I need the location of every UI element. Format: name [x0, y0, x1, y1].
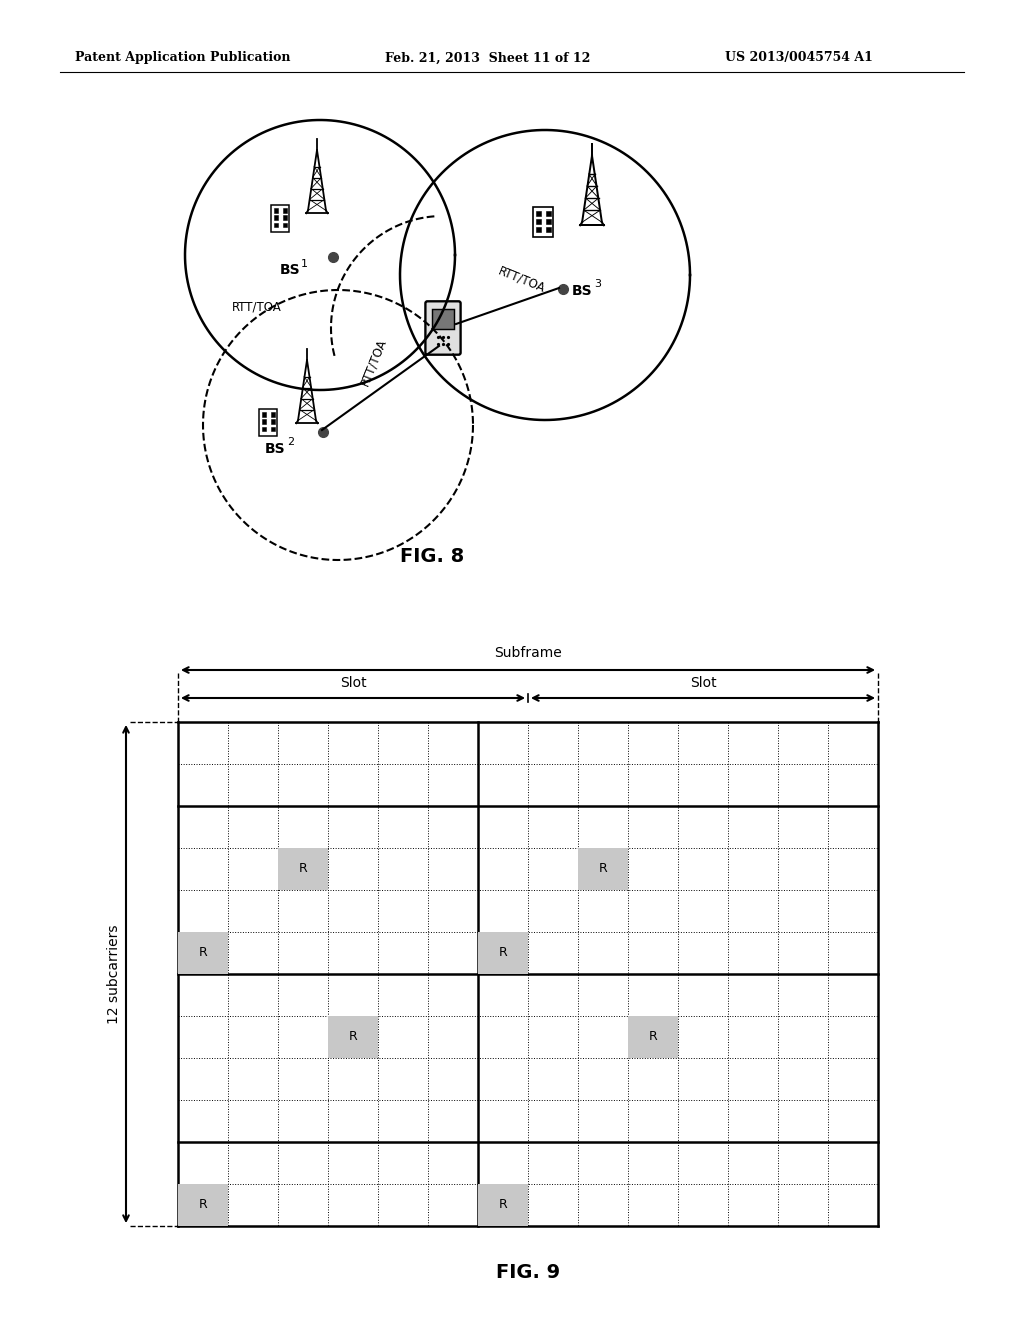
Text: 12 subcarriers: 12 subcarriers — [106, 924, 121, 1024]
Text: BS: BS — [572, 284, 593, 298]
Bar — [283, 215, 287, 220]
Text: Patent Application Publication: Patent Application Publication — [75, 51, 291, 65]
Text: RTT/TOA: RTT/TOA — [496, 264, 547, 294]
Text: R: R — [199, 946, 208, 960]
Bar — [478, 932, 528, 974]
Bar — [278, 847, 328, 890]
Bar — [262, 420, 266, 424]
Bar — [578, 847, 628, 890]
Bar — [546, 211, 551, 216]
Text: R: R — [499, 946, 507, 960]
Text: RTT/TOA: RTT/TOA — [232, 300, 282, 313]
Text: 3: 3 — [594, 279, 601, 289]
Bar — [262, 412, 266, 417]
Bar — [259, 408, 278, 436]
Bar — [270, 426, 275, 432]
Bar — [273, 215, 279, 220]
Text: R: R — [648, 1031, 657, 1044]
Text: 1: 1 — [301, 259, 308, 269]
Text: Subframe: Subframe — [495, 645, 562, 660]
Bar — [536, 227, 541, 232]
Bar — [546, 219, 551, 224]
Bar — [546, 227, 551, 232]
Bar — [328, 1016, 378, 1059]
Text: Slot: Slot — [340, 676, 367, 690]
Bar — [178, 1184, 228, 1226]
Text: FIG. 8: FIG. 8 — [400, 546, 464, 566]
Bar — [536, 211, 541, 216]
Bar — [534, 207, 553, 238]
Bar — [270, 420, 275, 424]
Text: R: R — [299, 862, 307, 875]
FancyBboxPatch shape — [425, 301, 461, 355]
Text: RTT/TOA: RTT/TOA — [358, 337, 389, 388]
Text: Feb. 21, 2013  Sheet 11 of 12: Feb. 21, 2013 Sheet 11 of 12 — [385, 51, 591, 65]
Text: Slot: Slot — [690, 676, 717, 690]
Text: FIG. 9: FIG. 9 — [496, 1263, 560, 1282]
Bar — [270, 412, 275, 417]
Text: R: R — [199, 1199, 208, 1212]
Bar — [283, 223, 287, 227]
Text: R: R — [499, 1199, 507, 1212]
Text: R: R — [599, 862, 607, 875]
Text: 2: 2 — [287, 437, 294, 447]
Bar — [536, 219, 541, 224]
Text: BS: BS — [280, 263, 301, 277]
Bar — [178, 932, 228, 974]
Bar — [628, 1016, 678, 1059]
Bar — [271, 205, 289, 231]
Text: R: R — [348, 1031, 357, 1044]
Bar — [262, 426, 266, 432]
Bar — [273, 223, 279, 227]
Bar — [273, 209, 279, 213]
Text: BS: BS — [265, 442, 286, 455]
Bar — [432, 309, 454, 329]
Bar — [478, 1184, 528, 1226]
Bar — [283, 209, 287, 213]
Text: US 2013/0045754 A1: US 2013/0045754 A1 — [725, 51, 872, 65]
